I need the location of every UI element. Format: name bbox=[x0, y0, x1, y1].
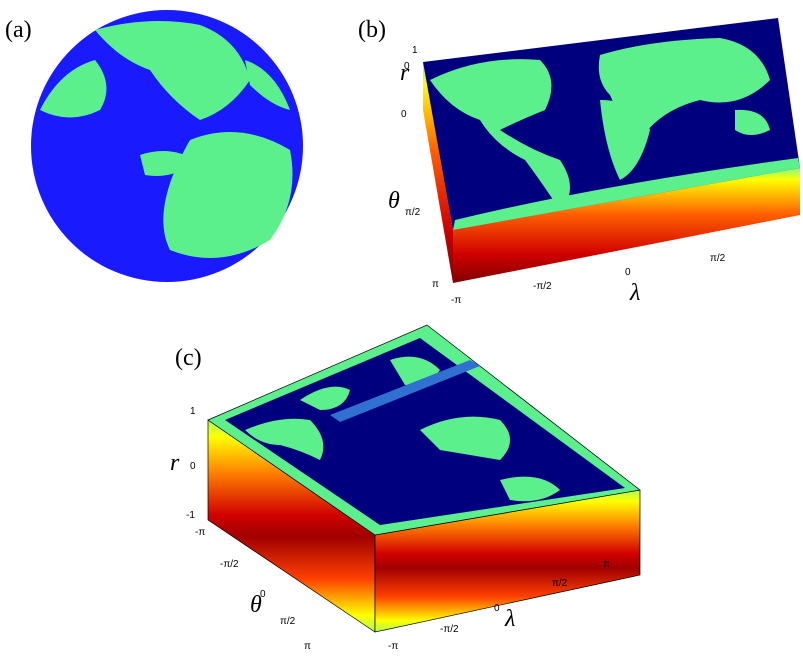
tick-label: 0 bbox=[625, 267, 631, 278]
panel-label: (a) bbox=[5, 17, 32, 43]
tick-label: π/2 bbox=[710, 253, 726, 264]
box-c bbox=[207, 324, 641, 633]
tick-label: -1 bbox=[186, 510, 195, 521]
tick-label: 0 bbox=[260, 589, 266, 600]
box-b bbox=[423, 18, 800, 283]
tick-label: π/2 bbox=[405, 207, 421, 218]
axis-label: λ bbox=[629, 280, 640, 306]
tick-label: -π bbox=[451, 295, 461, 306]
tick-label: -π bbox=[388, 641, 398, 652]
tick-label: 0 bbox=[404, 61, 410, 72]
tick-label: 0 bbox=[190, 461, 196, 472]
axis-label: r bbox=[170, 450, 180, 476]
tick-label: -π/2 bbox=[220, 559, 239, 570]
axis-label: θ bbox=[388, 188, 400, 214]
panel-label: (b) bbox=[358, 17, 386, 43]
globe bbox=[31, 10, 303, 282]
tick-label: π bbox=[432, 279, 439, 290]
tick-label: π/2 bbox=[280, 616, 296, 627]
tick-label: π/2 bbox=[552, 578, 568, 589]
axis-label: r bbox=[400, 60, 410, 86]
tick-label: 1 bbox=[412, 45, 418, 56]
tick-label: -π bbox=[195, 527, 205, 538]
panel-label: (c) bbox=[175, 345, 202, 371]
tick-label: -π/2 bbox=[533, 281, 552, 292]
tick-label: -π/2 bbox=[440, 624, 459, 635]
tick-label: 0 bbox=[401, 109, 407, 120]
tick-label: 0 bbox=[494, 603, 500, 614]
axis-label: θ bbox=[250, 592, 262, 618]
tick-label: π bbox=[603, 559, 610, 570]
tick-label: 1 bbox=[190, 406, 196, 417]
axis-label: λ bbox=[504, 606, 515, 632]
tick-label: π bbox=[304, 641, 311, 652]
